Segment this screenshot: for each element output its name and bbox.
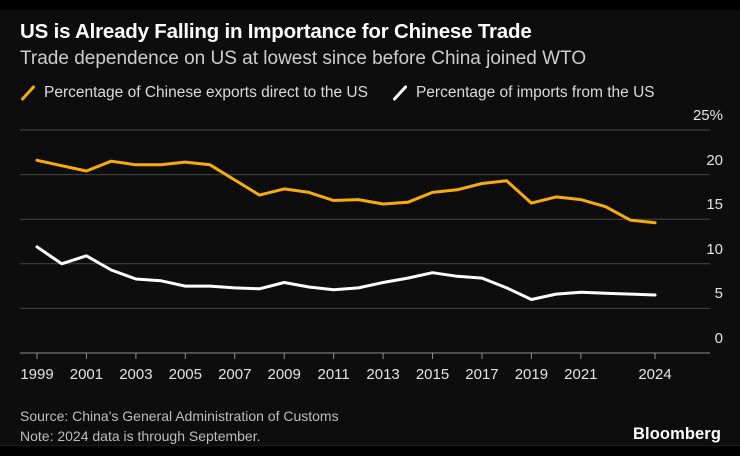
chart-subtitle: Trade dependence on US at lowest since b… [20, 48, 587, 69]
x-axis-label: 2001 [69, 366, 104, 383]
x-axis-label: 2013 [366, 366, 400, 383]
chart-footnotes: Source: China's General Administration o… [20, 406, 339, 446]
x-axis-label: 2017 [465, 366, 499, 383]
bloomberg-logo: Bloomberg [633, 425, 721, 443]
legend-label-imports: Percentage of imports from the US [415, 84, 655, 101]
y-axis-label: 25% [692, 107, 723, 124]
slash-icon [392, 85, 407, 101]
legend-label-exports: Percentage of Chinese exports direct to … [44, 84, 368, 101]
x-axis-label: 2007 [218, 366, 252, 383]
y-axis-label: 0 [714, 330, 723, 347]
legend-item-imports: Percentage of imports from the US [392, 84, 655, 102]
x-axis-label: 2019 [514, 366, 549, 383]
x-axis-label: 2005 [168, 366, 202, 383]
imports-line-series [35, 245, 657, 301]
x-axis-label: 2009 [267, 366, 301, 383]
x-axis-label: 2021 [564, 366, 598, 383]
slash-icon [21, 85, 35, 101]
data-note: Note: 2024 data is through September. [20, 428, 261, 444]
exports-line-series [35, 158, 657, 225]
legend-item-exports: Percentage of Chinese exports direct to … [20, 84, 368, 102]
x-axis-label: 2024 [638, 366, 672, 383]
chart-legend: Percentage of Chinese exports direct to … [20, 84, 655, 102]
top-strip [0, 0, 740, 10]
y-axis-label: 5 [714, 285, 723, 303]
source-note: Source: China's General Administration o… [20, 408, 339, 424]
x-axis-label: 2003 [119, 366, 153, 383]
bottom-strip [0, 445, 740, 456]
x-axis-label: 1999 [20, 366, 54, 383]
x-axis-label: 2011 [317, 366, 350, 383]
y-axis-label: 20 [706, 151, 723, 169]
chart-title: US is Already Falling in Importance for … [20, 20, 532, 43]
y-axis-label: 10 [706, 240, 723, 258]
y-axis-label: 15 [706, 196, 723, 214]
x-axis-label: 2015 [415, 366, 450, 383]
